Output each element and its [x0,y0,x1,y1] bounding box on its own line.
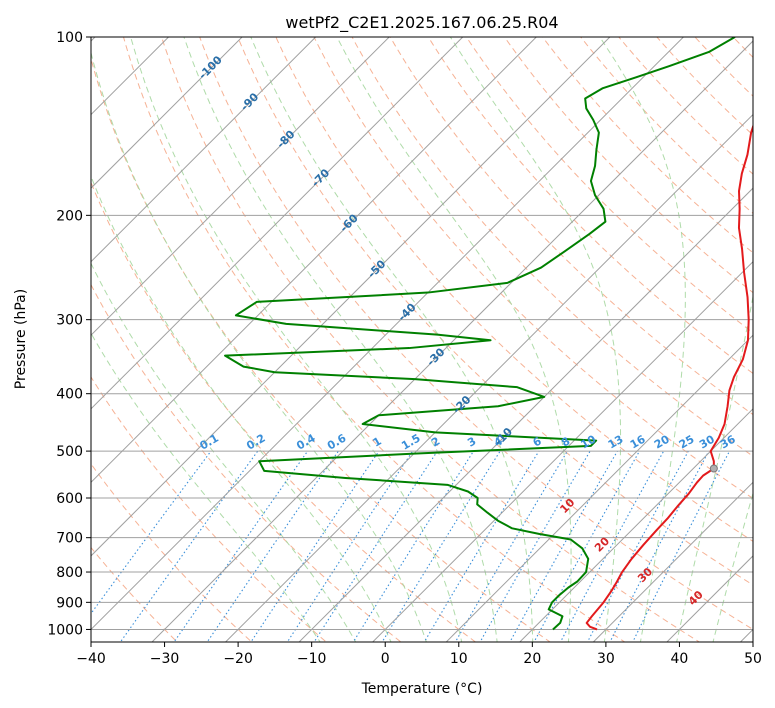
x-tick-label: 30 [597,651,615,667]
x-tick-label: −40 [76,651,106,667]
y-axis: 100 200 300 400 500 600 700 800 900 1000 [47,30,91,638]
isotherm-line [445,334,753,642]
y-tick-label: 300 [56,313,83,329]
plot-frame [90,36,754,643]
isotherm-line [91,37,464,410]
dry-adiabat-line [91,546,178,642]
isotherm-line [298,187,753,642]
y-tick-label: 700 [56,531,83,547]
isotherms [91,37,753,642]
dry-adiabat-line [91,57,551,642]
x-tick-label: −10 [297,651,327,667]
y-tick-label: 800 [56,565,83,581]
x-tick-label: 50 [744,651,762,667]
dry-adiabat-line [389,37,753,416]
mixing-ratio-line [533,450,640,642]
mixing-ratio-line [423,450,540,642]
dry-adiabat-line [161,37,701,642]
x-tick-label: 0 [381,651,390,667]
x-tick-label: 40 [671,651,689,667]
isotherm-line [371,260,753,642]
mixing-ratio-line [250,450,380,642]
plot-area: 0.1 0.2 0.4 0.6 1 1.5 2 3 4 6 8 10 13 16 20 25 30 36-100-… [91,37,753,642]
mixing-ratio-line [119,450,259,642]
dry-adiabat-line [351,37,753,457]
y-tick-label: 200 [56,208,83,224]
isotherm-line [592,481,753,642]
mixing-ratio-line [479,450,591,642]
dry-adiabat-line [503,37,753,294]
mixing-ratio-line [632,450,731,642]
mixing-ratio-line [286,450,414,642]
moist-adiabat-line [599,37,686,642]
y-tick-label: 900 [56,595,83,611]
mixing-ratio-lines [91,450,731,642]
isotherm-line [91,37,317,263]
mixing-ratio-line [454,450,568,642]
dry-adiabat-line [313,37,753,500]
lcl-marker [709,464,718,473]
x-tick-label: 20 [523,651,541,667]
temperature-profile-line [585,123,753,631]
mixing-ratio-line [206,450,339,642]
x-axis-label: Temperature (°C) [361,681,483,697]
x-tick-label: 10 [450,651,468,667]
dewpoint-profile-line [224,37,736,631]
dry-adiabat-line [465,37,753,334]
profiles [224,37,753,631]
x-axis: −40 −30 −20 −10 0 10 20 30 40 50 [76,642,762,667]
isotherm-line [224,113,753,642]
isotherm-line [91,37,538,484]
isotherm-line [151,40,753,642]
y-tick-label: 100 [56,30,83,46]
y-tick-label: 400 [56,387,83,403]
dry-adiabat-line [275,37,753,542]
dry-adiabat-line [199,37,753,631]
dry-adiabat-line [541,37,753,254]
dry-adiabat-line [91,283,402,642]
dry-adiabats [91,37,753,642]
x-tick-label: −20 [223,651,253,667]
y-tick-label: 1000 [47,622,83,638]
dry-adiabat-line [91,376,328,642]
isobars [91,37,753,630]
x-tick-label: −30 [150,651,180,667]
chart-title: wetPf2_C2E1.2025.167.06.25.R04 [285,13,558,33]
isotherm-line [91,37,390,336]
y-tick-label: 500 [56,444,83,460]
dry-adiabat-line [122,37,626,642]
y-axis-label: Pressure (hPa) [13,289,29,389]
isotherm-line [91,37,611,557]
y-tick-label: 600 [56,491,83,507]
isotherm-line [519,408,753,642]
mixing-ratio-line [313,450,438,642]
isotherm-line [91,37,243,189]
mixing-ratio-line [173,450,309,642]
